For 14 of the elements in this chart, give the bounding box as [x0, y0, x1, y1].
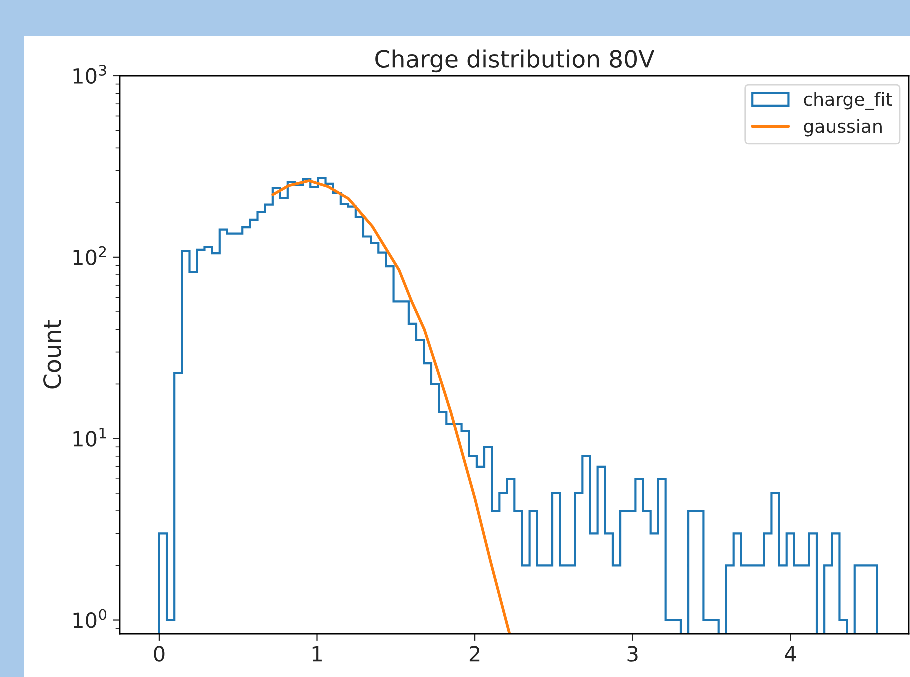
x-tick-label: 3 [628, 646, 638, 662]
x-tick-label: 4 [785, 646, 796, 662]
y-tick-label: 10$^{3}$ [74, 64, 106, 84]
y-axis-title: Count [44, 320, 62, 389]
legend-label: charge_fit [804, 92, 892, 110]
x-tick-label: 2 [470, 646, 480, 662]
x-tick-label: 1 [312, 646, 322, 662]
legend-label: gaussian [804, 119, 882, 137]
y-tick-label: 10$^{1}$ [74, 428, 106, 447]
y-tick-label: 10$^{2}$ [74, 246, 106, 266]
chart-title: Charge distribution 80V [376, 50, 655, 73]
line-series [272, 180, 512, 634]
y-tick-label: 10$^{0}$ [74, 609, 107, 628]
x-tick-label: 0 [154, 646, 165, 662]
